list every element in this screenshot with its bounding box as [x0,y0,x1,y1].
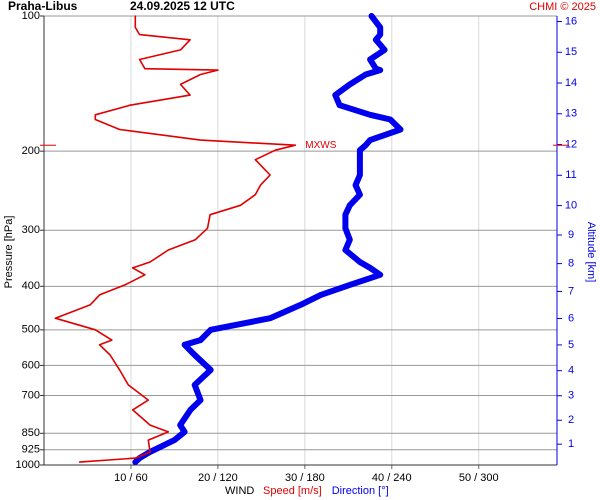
y2-tick-label: 13 [565,108,577,120]
x-tick-label: 20 / 120 [198,472,238,484]
y-tick-label: 850 [22,427,40,439]
y2-tick-label: 12 [565,138,577,150]
y2-tick-label: 4 [568,365,574,377]
direction-line [132,13,404,466]
x-tick-label: 30 / 180 [285,472,325,484]
y2-tick-label: 14 [565,77,577,89]
y-tick-label: 200 [22,145,40,157]
y-tick-label: 600 [22,359,40,371]
mxws-label: MXWS [305,140,336,151]
legend-entry: Speed [m/s] [263,485,322,497]
y2-tick-label: 10 [565,199,577,211]
credit: CHMI © 2025 [529,1,596,13]
y2-tick-label: 5 [568,339,574,351]
station: Praha-Libus [8,0,78,13]
y2-tick-label: 6 [568,312,574,324]
y2-tick-label: 2 [568,414,574,426]
y-tick-label: 500 [22,324,40,336]
y-tick-label: 925 [22,444,40,456]
speed-line [54,15,297,463]
y2-tick-label: 9 [568,229,574,241]
y2-tick-label: 3 [568,390,574,402]
y-tick-label: 700 [22,389,40,401]
y-tick-label: 1000 [16,459,40,471]
y2-tick-label: 8 [568,258,574,270]
y-tick-label: 100 [22,10,40,22]
x-axis-label: WIND [225,485,254,497]
x-tick-label: 40 / 240 [372,472,412,484]
y-tick-label: 300 [22,224,40,236]
legend-entry: Direction [°] [332,485,389,497]
chart-title: 24.09.2025 12 UTC [130,0,235,13]
y2-tick-label: 16 [565,15,577,27]
y2-tick-label: 1 [568,438,574,450]
y-tick-label: 400 [22,280,40,292]
y2-tick-label: 15 [565,46,577,58]
y2-tick-label: 11 [565,169,576,181]
y2-tick-label: 7 [568,285,574,297]
x-tick-label: 50 / 300 [459,472,499,484]
x-tick-label: 10 / 60 [114,472,148,484]
y2-axis-label: Altitude [km] [585,222,597,283]
y-axis-label: Pressure [hPa] [3,216,15,289]
